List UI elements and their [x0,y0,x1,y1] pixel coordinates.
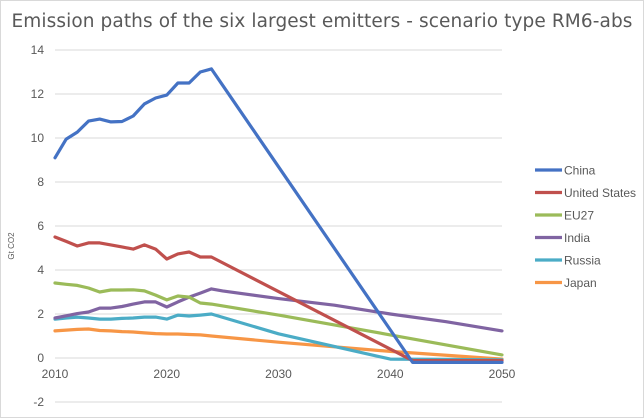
x-tick-label: 2050 [489,367,516,381]
chart-title: Emission paths of the six largest emitte… [11,11,633,32]
x-tick-label: 2040 [377,367,404,381]
x-axis-ticks: 2010 2020 2030 2040 2050 [42,367,516,381]
legend-item: China [535,164,596,178]
y-tick-label: 14 [31,43,45,57]
legend-item: United States [535,186,636,200]
x-tick-label: 2010 [42,367,69,381]
series-line-united-states [53,235,504,363]
legend-label: India [564,231,590,245]
series-line-china [53,67,504,364]
legend-label: United States [564,186,636,200]
y-tick-label: 6 [37,219,44,233]
gridlines [55,49,502,403]
legend-label: Japan [564,276,597,290]
series-line-russia [53,312,504,362]
y-axis-label: Gt CO2 [7,232,16,260]
x-tick-label: 2030 [265,367,292,381]
y-tick-label: 0 [37,351,44,365]
x-tick-label: 2020 [153,367,180,381]
y-axis-ticks: -2 0 2 4 6 8 10 12 14 [31,43,45,409]
legend-item: Japan [535,276,597,290]
legend-item: EU27 [535,209,594,223]
legend-item: Russia [535,254,601,268]
series-line-india [53,287,504,333]
y-tick-label: 4 [37,263,44,277]
legend-label: China [564,164,596,178]
y-tick-label: -2 [33,395,44,409]
y-tick-label: 10 [31,131,45,145]
legend-item: India [535,231,590,245]
y-tick-label: 12 [31,87,45,101]
y-tick-label: 2 [37,307,44,321]
y-tick-label: 8 [37,175,44,189]
series-line-eu27 [53,281,504,357]
series-lines [53,67,504,364]
series-line-japan [53,327,504,361]
legend-label: Russia [564,254,601,268]
legend-label: EU27 [564,209,594,223]
legend: China United States EU27 India Russia Japan [535,164,636,290]
